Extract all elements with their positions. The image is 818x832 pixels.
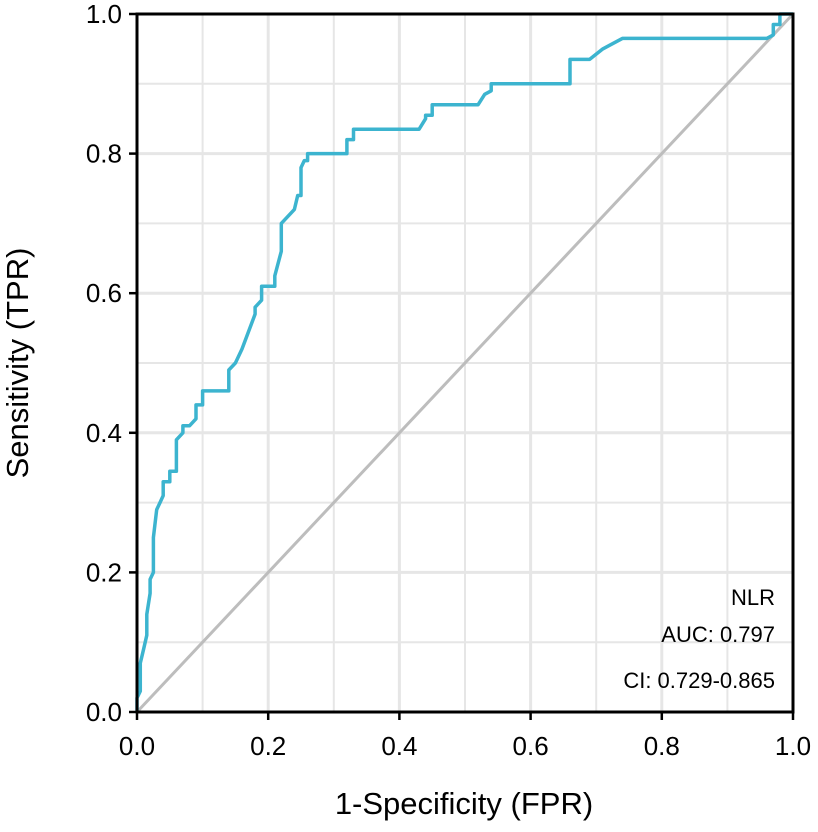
ci-annotation: CI: 0.729-0.865 (623, 668, 775, 693)
plot-frame (135, 12, 795, 714)
y-tick-label: 0.4 (86, 418, 122, 448)
x-axis-title: 1-Specificity (FPR) (335, 786, 593, 821)
y-tick-label: 0.6 (86, 278, 122, 308)
x-tick-label: 0.2 (250, 731, 286, 761)
y-tick-label: 0.0 (86, 697, 122, 727)
x-tick-label: 0.6 (513, 731, 549, 761)
x-tick-label: 0.4 (381, 731, 417, 761)
auc-annotation: AUC: 0.797 (661, 622, 775, 647)
roc-curve-line (135, 12, 793, 712)
x-tick-label: 0.8 (644, 731, 680, 761)
reference-diagonal-line (135, 12, 795, 714)
grid-layer (137, 14, 793, 712)
y-tick-label: 0.8 (86, 139, 122, 169)
tick-layer: 0.0 0.2 0.4 0.6 0.8 1.0 0.0 0.2 0.4 0.6 0.8 1.0 (86, 0, 811, 761)
legend-series-name: NLR (731, 585, 775, 610)
y-tick-label: 0.2 (86, 557, 122, 587)
y-tick-label: 1.0 (86, 0, 122, 29)
x-tick-label: 0.0 (119, 731, 155, 761)
x-tick-label: 1.0 (775, 731, 811, 761)
y-axis-title: Sensitivity (TPR) (0, 248, 35, 479)
